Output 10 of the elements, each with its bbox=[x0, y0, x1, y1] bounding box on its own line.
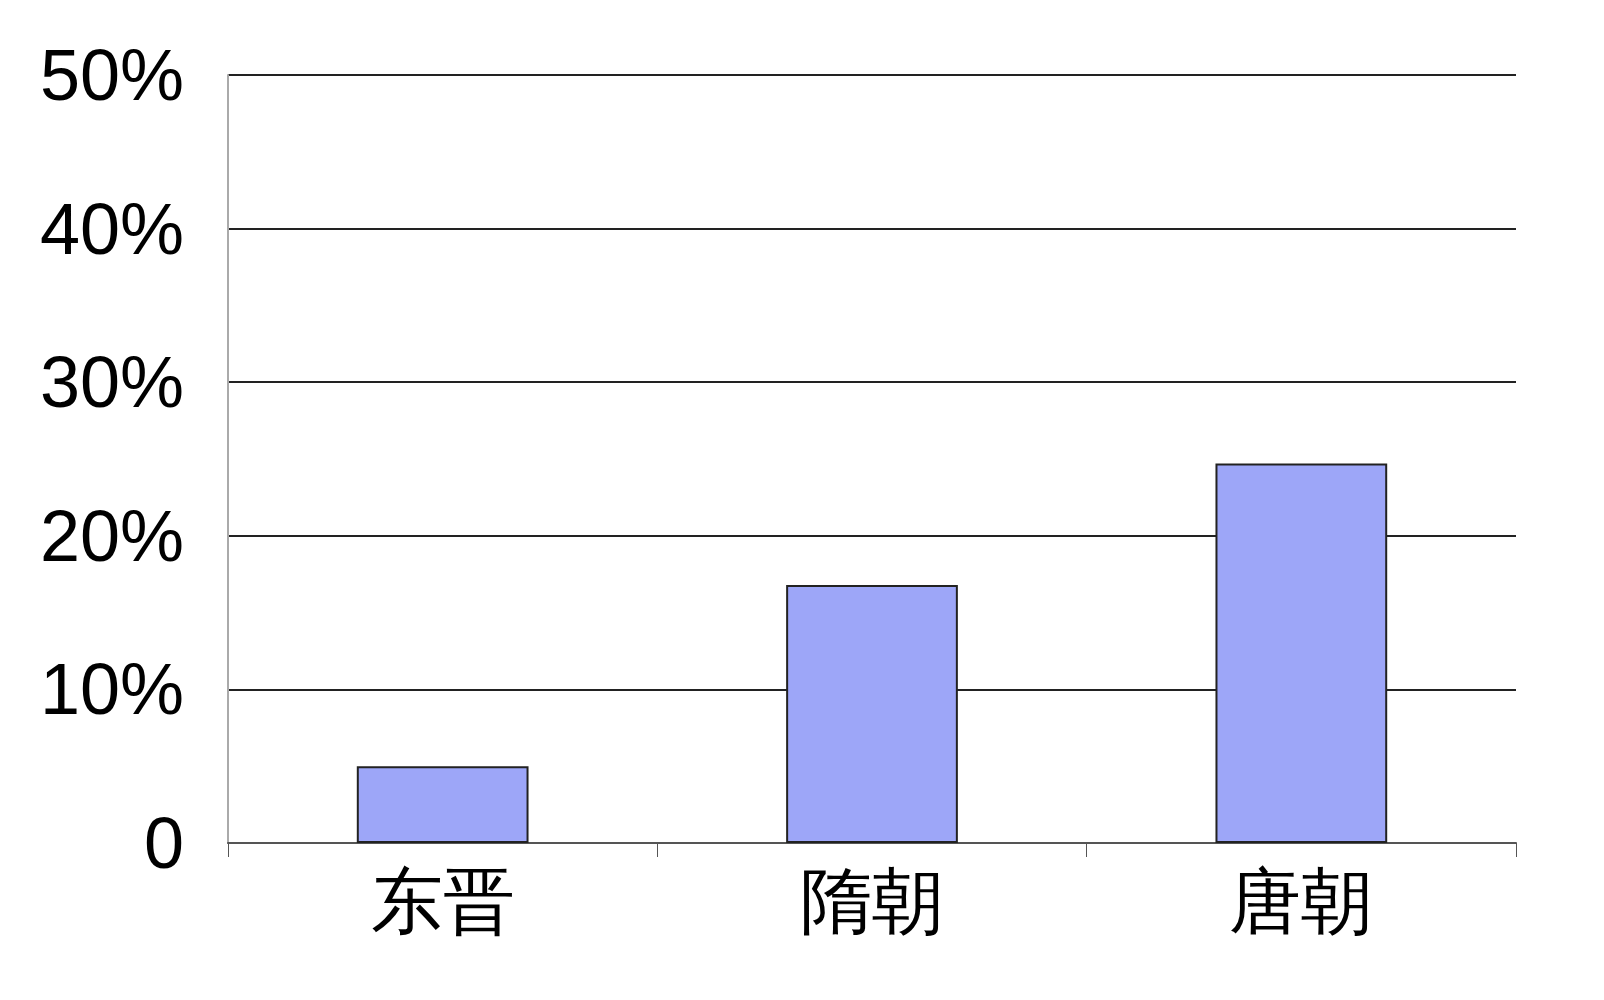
y-tick-label: 0 bbox=[143, 803, 184, 883]
y-tick-label: 50% bbox=[39, 35, 184, 115]
x-tick-label: 隋朝 bbox=[800, 859, 944, 943]
y-tick-label: 30% bbox=[39, 342, 184, 423]
bar bbox=[356, 766, 529, 843]
x-tick-label: 东晋 bbox=[370, 859, 515, 943]
y-tick-label: 40% bbox=[39, 188, 184, 269]
y-tick-label: 20% bbox=[39, 495, 184, 576]
y-tick-label: 10% bbox=[39, 649, 184, 730]
x-tick-label: 唐朝 bbox=[1229, 859, 1374, 943]
